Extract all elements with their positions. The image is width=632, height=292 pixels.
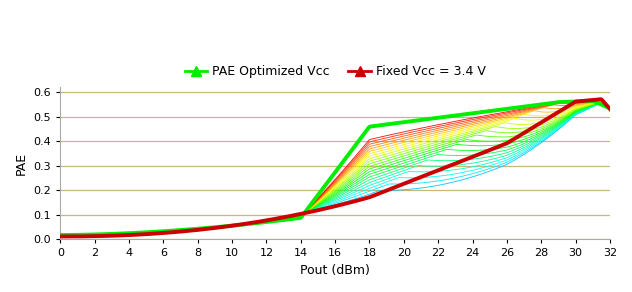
X-axis label: Pout (dBm): Pout (dBm)	[300, 264, 370, 277]
Legend: PAE Optimized Vcc, Fixed Vcc = 3.4 V: PAE Optimized Vcc, Fixed Vcc = 3.4 V	[179, 60, 491, 83]
Y-axis label: PAE: PAE	[15, 152, 28, 175]
